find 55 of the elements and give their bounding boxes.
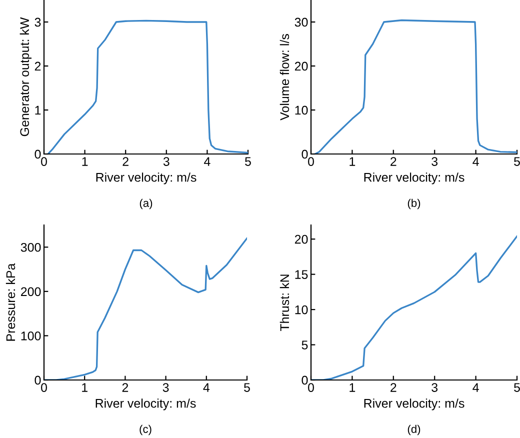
y-tick-label: 200 <box>21 287 41 296</box>
x-axis-title: River velocity: m/s <box>96 398 196 410</box>
x-tick-label: 0 <box>41 383 47 392</box>
x-axis-title: River velocity: m/s <box>364 398 464 410</box>
y-tick-label: 3 <box>34 18 41 27</box>
y-tick-label: 0 <box>302 376 308 385</box>
y-tick-label: 20 <box>294 62 308 71</box>
x-tick-label: 5 <box>514 157 520 166</box>
x-axis-title: River velocity: m/s <box>364 172 464 184</box>
text: (d) <box>408 424 420 436</box>
x-tick-label: 0 <box>308 157 314 166</box>
x-tick-label: 2 <box>390 157 396 166</box>
y-tick-label: 0 <box>302 150 308 159</box>
y-tick-label: 20 <box>294 234 308 244</box>
x-tick-label: 2 <box>390 383 396 392</box>
y-axis-title: Volume flow: l/s <box>280 34 290 120</box>
line-series <box>314 19 517 154</box>
y-tick-label: 10 <box>295 305 308 314</box>
x-tick-label: 4 <box>203 383 210 392</box>
text: (a) <box>140 198 152 210</box>
y-axis-title: Pressure: kPa <box>6 263 16 341</box>
x-tick-label: 3 <box>432 383 438 392</box>
line-series <box>47 20 248 154</box>
x-tick-label: 0 <box>41 157 47 166</box>
y-axis-title: Thrust: kN <box>280 274 290 332</box>
x-tick-label: 1 <box>350 383 356 392</box>
x-tick-label: 2 <box>122 383 128 392</box>
x-tick-label: 5 <box>245 157 251 166</box>
x-tick-label: 1 <box>82 157 88 166</box>
x-tick-label: 4 <box>472 157 479 166</box>
x-tick-label: 5 <box>244 383 250 392</box>
y-tick-label: 1 <box>35 106 41 115</box>
x-tick-label: 3 <box>432 157 438 166</box>
text: (b) <box>408 198 420 210</box>
x-tick-label: 2 <box>122 157 128 166</box>
x-tick-label: 5 <box>514 383 520 392</box>
y-tick-label: 2 <box>34 62 41 71</box>
y-tick-label: 100 <box>21 332 41 340</box>
x-tick-label: 4 <box>204 157 210 166</box>
y-tick-label: 0 <box>34 376 41 385</box>
y-tick-label: 300 <box>20 242 41 252</box>
y-axis-title: Generator output: kW <box>20 17 32 136</box>
x-tick-label: 1 <box>82 383 88 392</box>
y-tick-label: 10 <box>295 106 308 115</box>
x-tick-label: 4 <box>472 383 479 392</box>
x-axis-title: River velocity: m/s <box>96 172 196 184</box>
y-tick-label: 0 <box>34 150 41 159</box>
x-tick-label: 3 <box>162 383 169 392</box>
y-tick-label: 30 <box>294 18 308 27</box>
x-tick-label: 1 <box>350 157 356 166</box>
y-tick-label: 15 <box>295 270 308 279</box>
x-tick-label: 0 <box>308 383 314 392</box>
x-tick-label: 3 <box>163 157 170 166</box>
text: (c) <box>140 424 152 436</box>
y-tick-label: 5 <box>302 340 308 350</box>
